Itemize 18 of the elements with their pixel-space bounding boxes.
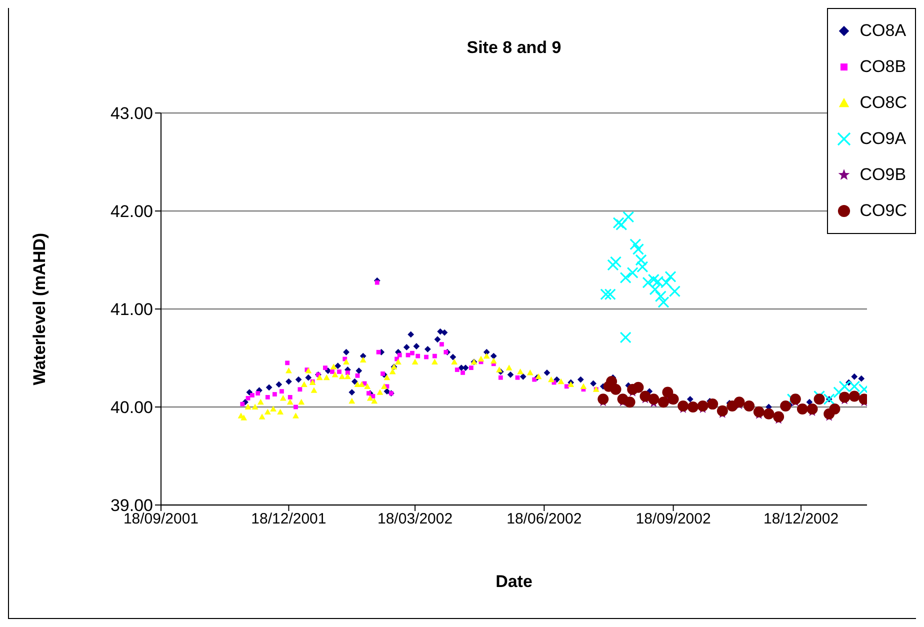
x-tick-label: 18/12/2002: [763, 510, 839, 528]
x-tick-label: 18/12/2001: [251, 510, 326, 528]
legend-label: CO8B: [860, 57, 906, 77]
y-tick-label: 40.00: [110, 398, 153, 418]
x-tick-label: 18/03/2002: [378, 510, 453, 528]
legend-label: CO8C: [860, 93, 907, 113]
legend-label: CO9B: [860, 165, 906, 185]
legend-label: CO9C: [860, 201, 907, 221]
y-tick-label: 43.00: [110, 104, 153, 124]
y-axis-title: Waterlevel (mAHD): [30, 232, 50, 386]
x-tick-label: 18/06/2002: [506, 510, 582, 528]
chart-title: Site 8 and 9: [466, 38, 562, 57]
legend-label: CO9A: [860, 129, 906, 149]
x-axis-title: Date: [496, 572, 532, 591]
y-tick-label: 42.00: [110, 202, 153, 222]
x-tick-label: 18/09/2002: [636, 510, 711, 528]
legend-label: CO8A: [860, 21, 906, 41]
y-tick-label: 41.00: [110, 300, 153, 320]
